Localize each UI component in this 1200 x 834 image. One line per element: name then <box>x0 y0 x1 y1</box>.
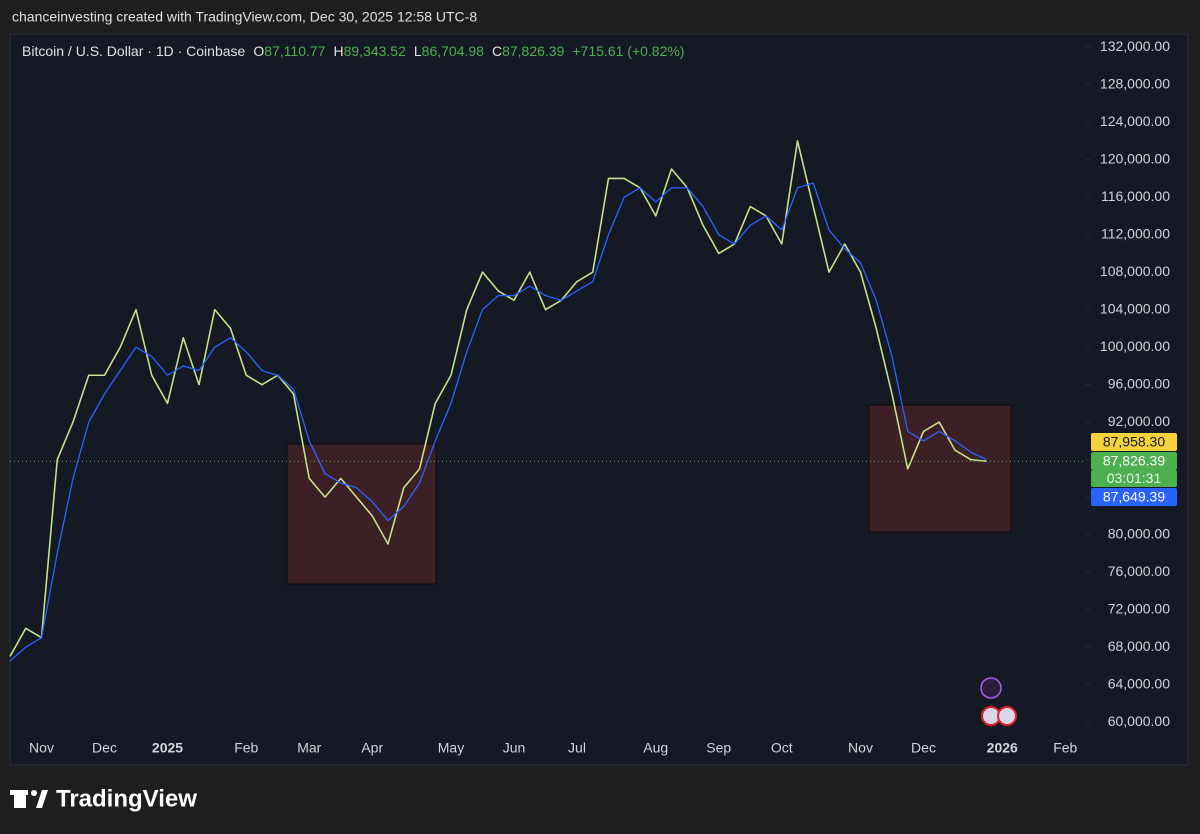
ohlc-label: C <box>492 43 502 59</box>
ohlc-label: L <box>414 43 422 59</box>
price-tag-label: 87,649.39 <box>1103 489 1165 505</box>
legend: Bitcoin / U.S. Dollar · 1D · Coinbase O87… <box>22 43 684 59</box>
x-tick-label: Jun <box>503 740 526 756</box>
logo <box>10 790 48 808</box>
price-line <box>9 140 987 657</box>
y-tick-label: 128,000.00 <box>1100 75 1170 91</box>
x-tick-label: Nov <box>848 740 873 756</box>
change: +715.61 (+0.82%) <box>572 43 684 59</box>
y-tick-label: 132,000.00 <box>1100 38 1170 54</box>
y-tick-label: 112,000.00 <box>1101 225 1170 241</box>
x-tick-label: May <box>438 740 464 756</box>
symbol-title: Bitcoin / U.S. Dollar · 1D · Coinbase O87… <box>22 43 684 59</box>
y-tick-label: 68,000.00 <box>1108 638 1170 654</box>
event-icon <box>980 677 1002 699</box>
ohlc-label: O <box>253 43 264 59</box>
range-box <box>286 443 437 585</box>
ohlc-value: 87,826.39 <box>502 43 564 59</box>
y-tick-label: 64,000.00 <box>1108 675 1170 691</box>
price-tag <box>1091 488 1177 506</box>
x-tick-label: Apr <box>361 740 383 756</box>
price-tag-label: 87,958.30 <box>1103 434 1165 450</box>
ohlc-label: H <box>333 43 343 59</box>
y-tick-label: 120,000.00 <box>1100 150 1170 166</box>
ohlc-value: 86,704.98 <box>422 43 484 59</box>
price-tag <box>1091 433 1177 451</box>
x-tick-label: Dec <box>92 740 117 756</box>
x-tick-label: Feb <box>234 740 258 756</box>
y-tick-label: 76,000.00 <box>1108 563 1170 579</box>
x-tick-label: Oct <box>771 740 793 756</box>
price-line <box>9 182 987 662</box>
price-tag <box>1091 452 1177 470</box>
y-tick-label: 80,000.00 <box>1108 525 1170 541</box>
y-tick-label: 100,000.00 <box>1100 338 1170 354</box>
price-tag-label: 03:01:31 <box>1107 470 1162 486</box>
ohlc-value: 87,110.77 <box>264 43 325 59</box>
x-tick-label: Feb <box>1053 740 1077 756</box>
attribution: chanceinvesting created with TradingView… <box>12 9 477 25</box>
event-icon <box>997 706 1017 726</box>
price-tag <box>1091 470 1177 487</box>
x-tick-label: Jul <box>568 740 586 756</box>
y-tick-label: 96,000.00 <box>1108 375 1170 391</box>
ohlc-value: 89,343.52 <box>344 43 406 59</box>
x-tick-label: Mar <box>297 740 321 756</box>
x-tick-label: Dec <box>911 740 936 756</box>
x-tick-label: Aug <box>643 740 668 756</box>
y-tick-label: 124,000.00 <box>1100 113 1170 129</box>
range-box <box>868 404 1012 533</box>
price-tag-label: 87,826.39 <box>1103 453 1165 469</box>
brand: TradingView <box>56 785 197 812</box>
chart-panel <box>9 33 1189 766</box>
x-tick-label: 2026 <box>987 740 1018 756</box>
x-tick-label: Nov <box>29 740 54 756</box>
y-tick-label: 104,000.00 <box>1100 300 1170 316</box>
x-tick-label: 2025 <box>152 740 183 756</box>
x-tick-label: Sep <box>706 740 731 756</box>
y-tick-label: 116,000.00 <box>1101 188 1170 204</box>
y-tick-label: 92,000.00 <box>1108 413 1170 429</box>
y-tick-label: 108,000.00 <box>1100 263 1170 279</box>
symbol-name: Bitcoin / U.S. Dollar · 1D · Coinbase <box>22 43 246 59</box>
y-tick-label: 60,000.00 <box>1108 713 1170 729</box>
y-tick-label: 72,000.00 <box>1108 600 1170 616</box>
